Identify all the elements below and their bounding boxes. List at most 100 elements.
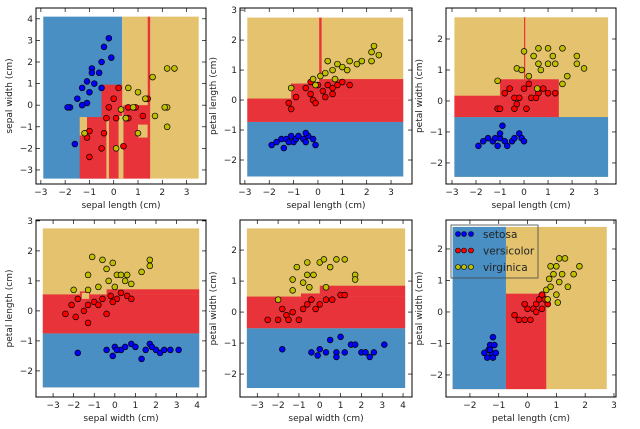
x-tick-label: 1 [338, 401, 344, 411]
x-tick-label: −2 [463, 401, 476, 411]
point-virginica [555, 255, 563, 262]
y-tick-label: 0 [27, 307, 33, 317]
point-versicolor [527, 316, 534, 324]
point-versicolor [532, 94, 540, 102]
point-setosa [160, 346, 168, 354]
point-versicolor [312, 305, 319, 313]
point-virginica [555, 278, 563, 286]
point-virginica [346, 57, 353, 65]
point-setosa [175, 346, 182, 354]
x-tick-label: −1 [292, 401, 305, 411]
point-versicolor [99, 295, 106, 303]
point-setosa [491, 134, 499, 142]
legend: setosa versicolor virginica [450, 224, 539, 279]
point-virginica [151, 112, 159, 120]
point-virginica [547, 263, 554, 270]
point-virginica [537, 66, 545, 74]
x-tick-label: 1 [135, 188, 141, 198]
point-virginica [535, 45, 542, 52]
point-virginica [171, 65, 178, 72]
point-virginica [103, 265, 110, 273]
point-virginica [494, 77, 501, 85]
y-axis-label: petal width (cm) [415, 59, 425, 133]
point-virginica [333, 256, 340, 263]
x-axis-label: petal length (cm) [492, 414, 570, 424]
point-versicolor [84, 319, 92, 327]
point-virginica [287, 84, 295, 92]
point-setosa [100, 43, 108, 51]
x-tick-label: 1 [133, 401, 139, 411]
legend-marker-setosa [461, 231, 467, 237]
point-versicolor [322, 93, 329, 101]
y-tick-label: −1 [430, 339, 443, 349]
y-tick-label: −2 [224, 370, 237, 380]
point-virginica [111, 283, 119, 291]
point-setosa [475, 142, 482, 150]
point-versicolor [525, 80, 533, 88]
point-versicolor [312, 99, 319, 107]
decision-region-virginica [81, 292, 90, 299]
point-virginica [353, 60, 361, 68]
legend-marker-versicolor [461, 247, 467, 254]
x-tick-label: 3 [388, 188, 394, 198]
point-setosa [167, 346, 174, 354]
point-virginica [105, 277, 112, 285]
point-versicolor [552, 89, 559, 97]
x-tick-label: 3 [593, 188, 599, 198]
point-virginica [573, 52, 581, 60]
point-versicolor [506, 85, 513, 92]
point-versicolor [316, 301, 324, 308]
decision-region-versicolor [123, 105, 149, 118]
point-virginica [309, 75, 317, 83]
x-tick-label: 0 [317, 401, 323, 411]
y-tick-label: 1 [437, 276, 443, 286]
y-tick-label: −2 [430, 371, 443, 381]
point-setosa [499, 122, 506, 129]
point-virginica [570, 270, 577, 278]
y-tick-label: −1 [224, 339, 237, 349]
x-tick-label: 2 [153, 401, 159, 411]
legend-marker-virginica [468, 264, 474, 270]
point-virginica [334, 60, 341, 68]
x-tick-label: 1 [553, 401, 559, 411]
point-setosa [148, 343, 156, 351]
subplot-2: −3 −2 −1 0 1 2 3 −2 −1 0 1 2 3 sepal length (cm) petal… [209, 6, 413, 211]
subplot-6: −2 −1 0 1 2 3 −2 −1 0 1 2 petal length (cm) petal wi… [415, 219, 617, 424]
point-virginica [146, 262, 154, 270]
point-setosa [492, 349, 500, 357]
point-versicolor [532, 300, 540, 308]
point-virginica [535, 60, 542, 68]
point-virginica [368, 57, 375, 65]
y-tick-label: 2 [437, 35, 443, 45]
axes-frame [445, 219, 617, 398]
point-virginica [545, 275, 553, 283]
point-setosa [314, 352, 321, 359]
y-tick-label: −2 [20, 367, 33, 377]
point-versicolor [84, 301, 92, 309]
point-virginica [544, 296, 551, 303]
point-versicolor [279, 305, 286, 313]
x-axis-label: sepal width (cm) [83, 414, 158, 424]
legend-label-virginica: virginica [483, 262, 528, 274]
point-setosa [138, 355, 145, 363]
y-tick-label: 1 [27, 277, 33, 287]
point-setosa [381, 341, 388, 348]
decision-region-versicolor [454, 95, 559, 118]
point-setosa [312, 141, 319, 149]
point-virginica [112, 145, 120, 152]
x-tick-label: 2 [582, 401, 588, 411]
point-versicolor [285, 316, 292, 324]
y-tick-label: −1 [430, 128, 443, 138]
point-virginica [289, 276, 296, 283]
y-tick-label: 3 [27, 36, 33, 46]
point-versicolor [128, 295, 135, 303]
point-versicolor [139, 112, 147, 120]
point-versicolor [117, 289, 125, 297]
point-virginica [520, 48, 528, 55]
point-versicolor [308, 296, 315, 303]
x-tick-label: 2 [569, 188, 575, 198]
point-virginica [322, 284, 330, 291]
point-virginica [129, 104, 137, 111]
point-setosa [105, 34, 113, 42]
